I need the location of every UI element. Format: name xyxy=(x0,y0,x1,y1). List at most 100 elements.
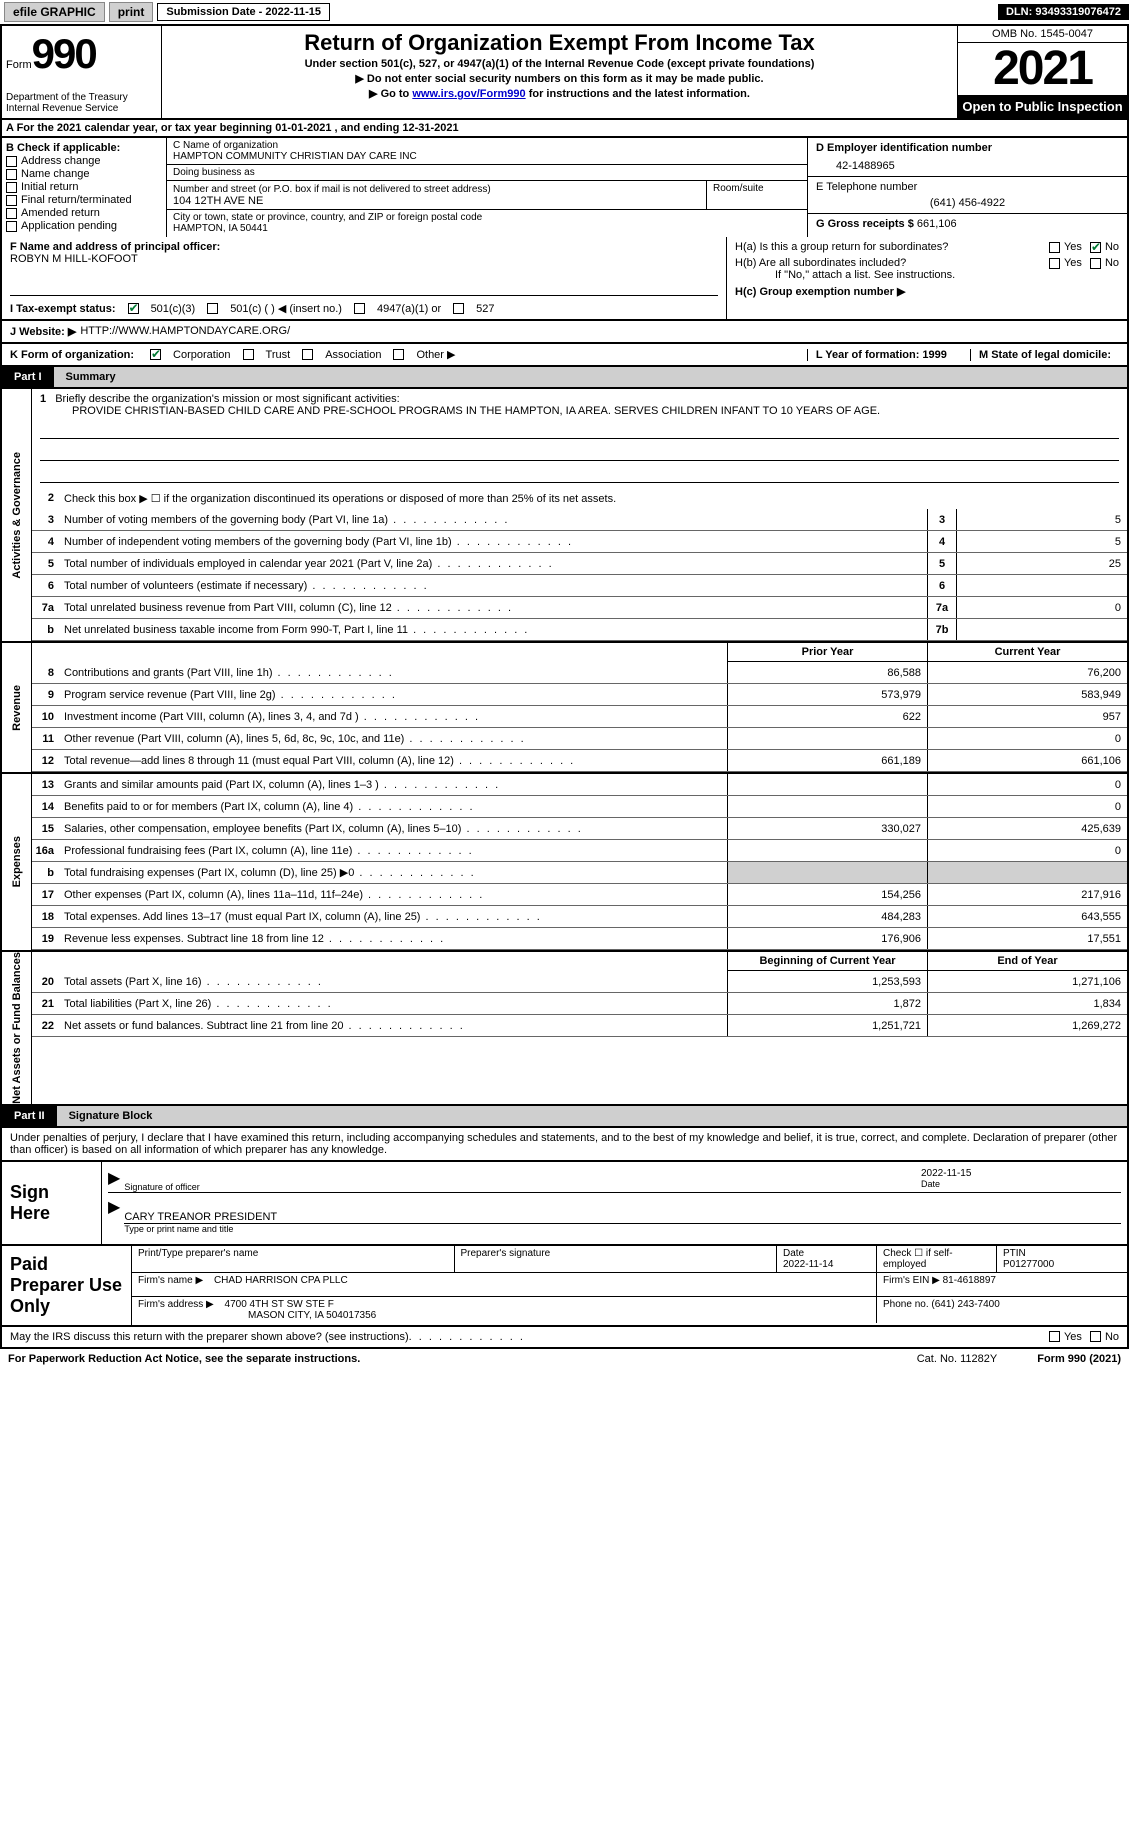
chk-corp[interactable] xyxy=(150,349,161,360)
line-text: Total assets (Part X, line 16) xyxy=(60,974,727,990)
main-title: Return of Organization Exempt From Incom… xyxy=(170,30,949,56)
chk-address-change[interactable] xyxy=(6,156,17,167)
line-value xyxy=(957,575,1127,596)
chk-hb-yes[interactable] xyxy=(1049,258,1060,269)
current-value: 957 xyxy=(927,706,1127,727)
subtitle-1: Under section 501(c), 527, or 4947(a)(1)… xyxy=(170,58,949,70)
current-value: 643,555 xyxy=(927,906,1127,927)
form-org-label: K Form of organization: xyxy=(10,349,134,361)
chk-assoc[interactable] xyxy=(302,349,313,360)
line-number: 22 xyxy=(32,1020,60,1032)
room-label: Room/suite xyxy=(707,181,807,209)
line-number: 3 xyxy=(32,514,60,526)
prior-value xyxy=(727,862,927,883)
paperwork-notice: For Paperwork Reduction Act Notice, see … xyxy=(8,1353,360,1365)
officer-label: F Name and address of principal officer: xyxy=(10,241,718,253)
firm-phone-label: Phone no. xyxy=(883,1299,929,1310)
part2-header: Part II Signature Block xyxy=(0,1106,1129,1128)
opt-501c3: 501(c)(3) xyxy=(151,303,196,315)
current-value: 1,271,106 xyxy=(927,971,1127,992)
hb-no: No xyxy=(1105,257,1119,269)
line-text: Grants and similar amounts paid (Part IX… xyxy=(60,777,727,793)
print-button[interactable]: print xyxy=(109,2,154,22)
sig-name-label: Type or print name and title xyxy=(124,1224,1121,1234)
prior-value: 573,979 xyxy=(727,684,927,705)
klm-row: K Form of organization: Corporation Trus… xyxy=(0,344,1129,367)
current-value xyxy=(927,862,1127,883)
prior-value xyxy=(727,840,927,861)
discuss-label: May the IRS discuss this return with the… xyxy=(10,1331,409,1343)
summary-line: b Net unrelated business taxable income … xyxy=(32,619,1127,641)
line-text: Other expenses (Part IX, column (A), lin… xyxy=(60,887,727,903)
line-number: 16a xyxy=(32,845,60,857)
chk-ha-yes[interactable] xyxy=(1049,242,1060,253)
netassets-section: Net Assets or Fund Balances Beginning of… xyxy=(0,952,1129,1106)
tax-year: 2021 xyxy=(958,43,1127,95)
line-number: b xyxy=(32,867,60,879)
summary-line: 9 Program service revenue (Part VIII, li… xyxy=(32,684,1127,706)
chk-527[interactable] xyxy=(453,303,464,314)
subtitle-3-prefix: ▶ Go to xyxy=(369,88,412,100)
prep-check-label: Check ☐ if self-employed xyxy=(877,1246,997,1272)
prep-date-label: Date xyxy=(783,1248,804,1259)
prior-value: 1,251,721 xyxy=(727,1015,927,1036)
chk-other[interactable] xyxy=(393,349,404,360)
line-value: 0 xyxy=(957,597,1127,618)
current-value: 0 xyxy=(927,796,1127,817)
firm-addr1: 4700 4TH ST SW STE F xyxy=(225,1299,334,1310)
line-text: Benefits paid to or for members (Part IX… xyxy=(60,799,727,815)
opt-other: Other ▶ xyxy=(416,348,455,361)
chk-4947[interactable] xyxy=(354,303,365,314)
preparer-block: Paid Preparer Use Only Print/Type prepar… xyxy=(0,1246,1129,1327)
phone-value: (641) 456-4922 xyxy=(816,197,1119,209)
line-text: Number of independent voting members of … xyxy=(60,534,927,550)
irs-link[interactable]: www.irs.gov/Form990 xyxy=(412,88,525,100)
line-box: 5 xyxy=(927,553,957,574)
line-value: 5 xyxy=(957,509,1127,530)
line-number: 14 xyxy=(32,801,60,813)
current-value: 583,949 xyxy=(927,684,1127,705)
addr-label: Number and street (or P.O. box if mail i… xyxy=(173,184,491,195)
opt-initial-return: Initial return xyxy=(21,181,78,193)
hb-label: H(b) Are all subordinates included? xyxy=(735,257,1041,269)
chk-name-change[interactable] xyxy=(6,169,17,180)
current-value: 661,106 xyxy=(927,750,1127,771)
ein-label: D Employer identification number xyxy=(816,142,1119,154)
sig-date: 2022-11-15 xyxy=(921,1168,1121,1179)
chk-initial-return[interactable] xyxy=(6,182,17,193)
chk-hb-no[interactable] xyxy=(1090,258,1101,269)
line-number: 17 xyxy=(32,889,60,901)
summary-line: 8 Contributions and grants (Part VIII, l… xyxy=(32,662,1127,684)
tax-exempt-label: I Tax-exempt status: xyxy=(10,303,116,315)
chk-final-return[interactable] xyxy=(6,195,17,206)
line-text: Total number of volunteers (estimate if … xyxy=(60,578,927,594)
firm-phone: (641) 243-7400 xyxy=(931,1299,999,1310)
chk-app-pending[interactable] xyxy=(6,221,17,232)
hdr-begin-year: Beginning of Current Year xyxy=(727,952,927,971)
current-value: 425,639 xyxy=(927,818,1127,839)
firm-addr-label: Firm's address ▶ xyxy=(138,1299,214,1310)
submission-date: Submission Date - 2022-11-15 xyxy=(157,3,330,21)
hdr-current-year: Current Year xyxy=(927,643,1127,662)
activities-tab: Activities & Governance xyxy=(11,452,23,579)
chk-trust[interactable] xyxy=(243,349,254,360)
chk-501c3[interactable] xyxy=(128,303,139,314)
line-text: Total expenses. Add lines 13–17 (must eq… xyxy=(60,909,727,925)
current-value: 0 xyxy=(927,774,1127,795)
state-domicile: M State of legal domicile: xyxy=(970,349,1111,361)
summary-line: 22 Net assets or fund balances. Subtract… xyxy=(32,1015,1127,1037)
sig-name: CARY TREANOR PRESIDENT xyxy=(124,1211,1121,1224)
chk-ha-no[interactable] xyxy=(1090,242,1101,253)
chk-discuss-no[interactable] xyxy=(1090,1331,1101,1342)
chk-501c[interactable] xyxy=(207,303,218,314)
line-number: 19 xyxy=(32,933,60,945)
line1-num: 1 xyxy=(40,393,52,405)
subtitle-2: ▶ Do not enter social security numbers o… xyxy=(170,72,949,85)
prior-value xyxy=(727,728,927,749)
prior-value: 622 xyxy=(727,706,927,727)
chk-amended-return[interactable] xyxy=(6,208,17,219)
prior-value: 1,253,593 xyxy=(727,971,927,992)
current-value: 0 xyxy=(927,840,1127,861)
chk-discuss-yes[interactable] xyxy=(1049,1331,1060,1342)
officer-name: ROBYN M HILL-KOFOOT xyxy=(10,253,718,265)
